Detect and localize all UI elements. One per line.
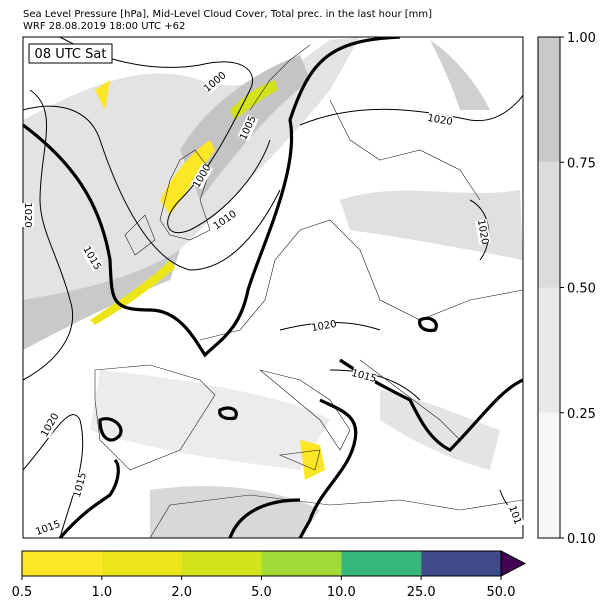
contour-label: 1020 bbox=[426, 113, 453, 128]
colorbar-tick-label: 10.0 bbox=[327, 585, 356, 600]
map-area: 1000100510001010101510201020102010201015… bbox=[22, 36, 525, 539]
colorbar-segment bbox=[22, 551, 102, 576]
colorbar-tick-label: 0.5 bbox=[12, 585, 33, 600]
contour-label-bg bbox=[201, 69, 229, 95]
colorbar-segment bbox=[341, 551, 422, 576]
contour-label-bg bbox=[34, 518, 62, 538]
colorbar-tick-label: 1.0 bbox=[91, 585, 112, 600]
colorbar-tick-label: 0.50 bbox=[567, 282, 596, 297]
colorbar-tick-label: 5.0 bbox=[251, 585, 272, 600]
colorbar-tick-label: 0.10 bbox=[567, 532, 596, 547]
contour-label-bg bbox=[350, 367, 378, 385]
contour-label-bg bbox=[80, 244, 104, 272]
title-line: Sea Level Pressure [hPa], Mid-Level Clou… bbox=[23, 9, 432, 20]
colorbar-tick-label: 25.0 bbox=[407, 585, 436, 600]
colorbar-segment bbox=[538, 412, 560, 538]
colorbar-segment bbox=[101, 551, 182, 576]
subtitle-line: WRF 28.08.2019 18:00 UTC +62 bbox=[23, 21, 185, 32]
colorbar-segment bbox=[538, 162, 560, 288]
colorbar-tick-label: 50.0 bbox=[487, 585, 516, 600]
contour-label-bg bbox=[475, 219, 491, 245]
contour-label-bg bbox=[38, 411, 62, 439]
colorbar-tick-label: 0.75 bbox=[567, 156, 596, 171]
time-label: 08 UTC Sat bbox=[35, 47, 107, 62]
colorbar-segment bbox=[261, 551, 342, 576]
colorbar-tick-label: 0.25 bbox=[567, 407, 596, 422]
contour-label: 1020 bbox=[22, 202, 33, 227]
contour-label-bg bbox=[22, 203, 34, 227]
contour-label-bg bbox=[71, 471, 89, 499]
contour-label-bg bbox=[505, 501, 525, 529]
contour-label-bg bbox=[311, 318, 337, 334]
colorbar-segment bbox=[181, 551, 262, 576]
cloud-colorbar: 0.10 0.25 0.50 0.75 1.00 bbox=[537, 31, 596, 547]
colorbar-segment bbox=[538, 37, 560, 163]
colorbar-extension bbox=[500, 550, 527, 577]
contour-label: 1020 bbox=[475, 219, 490, 246]
colorbar-segment bbox=[421, 551, 501, 576]
contour-label-bg bbox=[211, 208, 239, 232]
precip-colorbar: 0.5 1.0 2.0 5.0 10.0 25.0 50.0 bbox=[12, 550, 527, 600]
colorbar-tick-label: 2.0 bbox=[171, 585, 192, 600]
contour-label-bg bbox=[190, 162, 214, 190]
contour-label-bg bbox=[427, 112, 453, 128]
contour-label: 1020 bbox=[311, 319, 338, 334]
contour-label-bg bbox=[237, 114, 259, 142]
time-label-box bbox=[28, 43, 113, 64]
colorbar-tick-label: 1.00 bbox=[567, 31, 596, 46]
colorbar-segment bbox=[538, 287, 560, 413]
